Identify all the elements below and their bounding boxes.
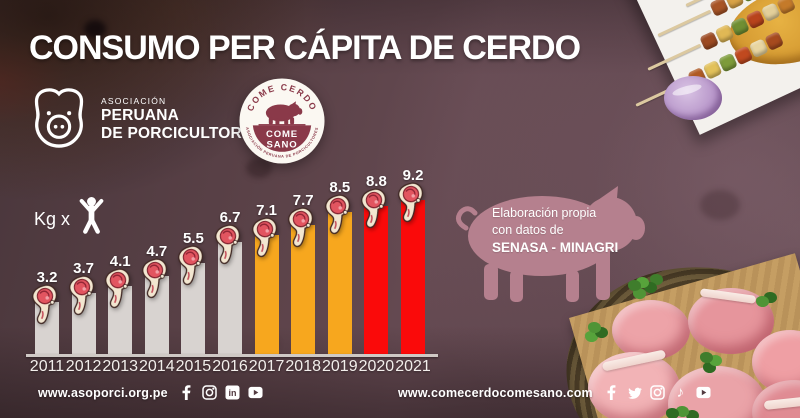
meat-chop-icon (282, 205, 320, 251)
meat-chop-icon (136, 256, 174, 302)
unit-label-group: Kg x (34, 196, 105, 234)
bar-2020 (364, 206, 389, 356)
bar-year-label: 2011 (29, 358, 65, 375)
background-blot (246, 158, 272, 178)
tiktok-icon[interactable]: ♪ (676, 384, 685, 401)
dill-garnish (666, 408, 679, 418)
background-blot (700, 190, 740, 220)
page-title: CONSUMO PER CÁPITA DE CERDO (29, 29, 581, 67)
meat-chop-icon (392, 180, 430, 226)
source-note-line2: con datos de (492, 223, 564, 237)
bar-year-label: 2015 (175, 358, 212, 375)
parsley-garnish (628, 280, 641, 291)
bar-year-label: 2017 (248, 358, 285, 375)
meat-chop-icon (99, 266, 137, 312)
unit-label: Kg x (34, 209, 71, 229)
bar-value-label: 8.5 (329, 178, 351, 196)
facebook-icon[interactable] (179, 385, 194, 400)
bar-year-label: 2014 (139, 358, 175, 375)
parsley-garnish (700, 352, 713, 363)
badge-center-line1: COME (266, 129, 298, 140)
bar-2018 (291, 225, 316, 356)
bar-year-label: 2019 (322, 358, 358, 375)
asociacion-logo-line2: PERUANA (101, 107, 180, 125)
badge-center-line2: SANO (266, 139, 297, 150)
bar-value-label: 3.7 (73, 260, 95, 278)
bar-year-label: 2013 (102, 358, 138, 375)
asociacion-logo-line3: DE PORCICULTORES (101, 124, 263, 142)
onion-salad-garnish (664, 76, 722, 120)
bar-value-label: 7.1 (256, 202, 278, 220)
instagram-icon[interactable] (202, 385, 217, 400)
bar-value-label: 3.2 (36, 268, 58, 286)
youtube-icon[interactable] (696, 385, 711, 400)
footer-right-icons: ♪ (604, 385, 719, 400)
twitter-icon[interactable] (627, 385, 642, 400)
bar-year-label: 2016 (212, 358, 248, 375)
meat-chop-icon (246, 215, 284, 261)
footer-right: www.comecerdocomesano.com ♪ (398, 385, 719, 400)
asoporci-url[interactable]: www.asoporci.org.pe (38, 385, 168, 400)
chart-baseline (26, 354, 438, 357)
bar-value-label: 9.2 (402, 166, 424, 184)
bar-value-label: 8.8 (365, 173, 387, 191)
bar-value-label: 4.7 (146, 243, 168, 261)
asociacion-logo: ASOCIACIÓN PERUANA DE PORCICULTORES (30, 88, 263, 150)
pig-silhouette-icon (455, 186, 645, 302)
source-note-line3: SENASA - MINAGRI (492, 240, 619, 255)
parsley-garnish (756, 296, 769, 307)
youtube-icon[interactable] (248, 385, 263, 400)
facebook-icon[interactable] (604, 385, 619, 400)
meat-chop-icon (173, 242, 211, 288)
comecerdo-url[interactable]: www.comecerdocomesano.com (398, 385, 593, 400)
meat-chop-icon (209, 222, 247, 268)
bar-2019 (327, 211, 352, 356)
person-arms-up-icon (79, 197, 104, 234)
footer-left-icons: in (179, 385, 271, 400)
svg-text:in: in (228, 388, 236, 398)
bar-year-label: 2012 (65, 358, 102, 375)
bar-year-label: 2020 (358, 358, 395, 375)
asociacion-logo-line1: ASOCIACIÓN (101, 95, 167, 106)
bar-value-label: 7.7 (292, 192, 314, 210)
pig-head-icon (34, 88, 84, 148)
source-note-pig: Elaboración propia con datos de SENASA -… (448, 178, 653, 306)
instagram-icon[interactable] (650, 385, 665, 400)
bar-value-label: 5.5 (182, 229, 204, 247)
background-blot (84, 20, 106, 38)
meat-chop-icon (319, 191, 357, 237)
bar-value-label: 6.7 (219, 209, 241, 227)
footer-left: www.asoporci.org.pe in (38, 385, 271, 400)
linkedin-icon[interactable]: in (225, 385, 240, 400)
meat-chop-icon (356, 186, 394, 232)
bar-year-label: 2018 (285, 358, 321, 375)
pork-cut-photo (612, 300, 690, 360)
bar-year-label: 2021 (395, 358, 431, 375)
come-cerdo-come-sano-badge: COME CERDO COME SANO ASOCIACIÓN PERUANA … (239, 78, 325, 164)
meat-chop-icon (63, 273, 101, 319)
bar-value-label: 4.1 (109, 253, 131, 271)
meat-chop-icon (26, 282, 64, 328)
parsley-garnish (588, 322, 601, 333)
source-note-line1: Elaboración propia (492, 206, 597, 220)
bar-2021 (401, 199, 425, 356)
badge-pig-icon (258, 101, 306, 126)
